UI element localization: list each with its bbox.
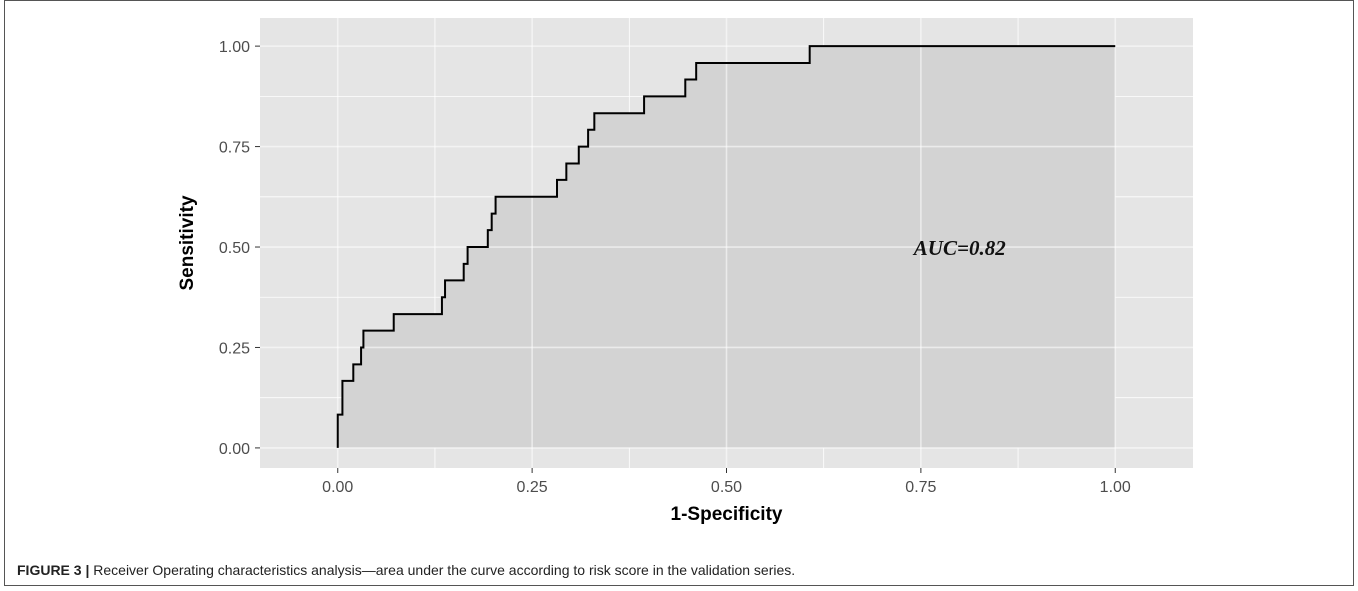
y-axis-title: Sensitivity — [177, 195, 198, 290]
auc-annotation: AUC=0.82 — [912, 236, 1006, 260]
x-axis-title: 1-Specificity — [671, 504, 783, 525]
caption-text: Receiver Operating characteristics analy… — [89, 562, 796, 578]
y-tick-label: 0.25 — [219, 340, 250, 357]
curve-layer — [336, 45, 1116, 448]
x-tick-label: 0.25 — [517, 479, 548, 496]
x-tick-label: 0.50 — [711, 479, 742, 496]
roc-chart: 0.00 0.25 0.50 0.75 1.00 0.00 0.25 0.50 0.75 1.0… — [177, 18, 1193, 525]
annotation-layer: AUC=0.82 — [912, 236, 1006, 260]
roc-curve-line — [336, 45, 1116, 448]
x-tick-label: 0.75 — [905, 479, 936, 496]
y-tick-label: 1.00 — [219, 39, 250, 56]
y-tick-label: 0.00 — [219, 441, 250, 458]
y-tick-label: 0.50 — [219, 240, 250, 257]
x-tick-label: 0.00 — [322, 479, 353, 496]
figure: 0.00 0.25 0.50 0.75 1.00 0.00 0.25 0.50 0.75 1.0… — [4, 0, 1354, 586]
caption-label: FIGURE 3 | — [17, 562, 90, 578]
major-grid — [260, 18, 1193, 468]
y-tick-label: 0.75 — [219, 140, 250, 157]
figure-caption: FIGURE 3 | Receiver Operating characteri… — [17, 562, 795, 578]
x-tick-label: 1.00 — [1100, 479, 1131, 496]
y-axis-ticks: 0.00 0.25 0.50 0.75 1.00 — [219, 39, 260, 458]
x-axis-ticks: 0.00 0.25 0.50 0.75 1.00 — [322, 468, 1131, 496]
